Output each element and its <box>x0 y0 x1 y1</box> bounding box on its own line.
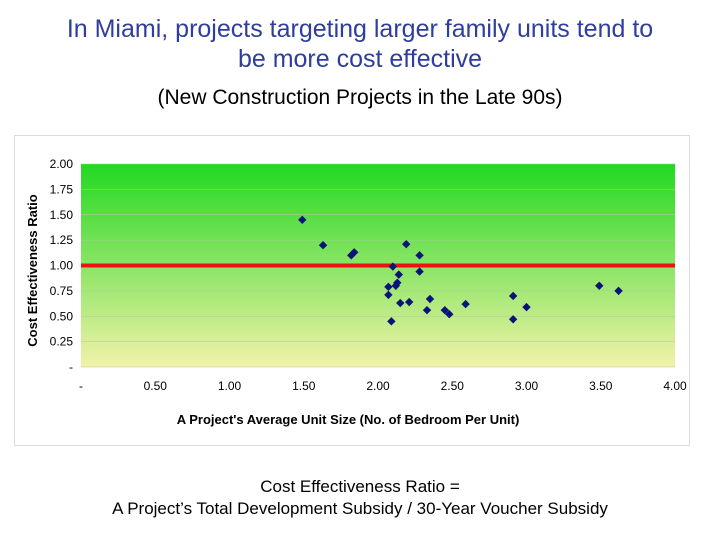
y-axis-ticks: - 0.25 0.50 0.75 1.00 1.25 1.50 1.75 2.00 <box>50 157 74 374</box>
y-tick-label: 1.00 <box>50 259 74 273</box>
y-tick-label: 2.00 <box>50 157 74 171</box>
y-tick-label: 1.50 <box>50 208 74 222</box>
x-tick-label: 0.50 <box>144 379 168 393</box>
y-axis-title: Cost Effectiveness Ratio <box>25 194 40 346</box>
y-tick-label: 1.25 <box>50 233 74 247</box>
data-point <box>508 291 518 301</box>
data-point <box>318 241 328 250</box>
scatter-chart: - 0.25 0.50 0.75 1.00 1.25 1.50 1.75 2.00 - 0.50 1… <box>25 157 687 427</box>
data-point <box>393 278 402 287</box>
slide-title: In Miami, projects targeting larger fami… <box>0 14 720 74</box>
x-tick-label: 2.00 <box>366 379 390 393</box>
x-axis-ticks: - 0.50 1.00 1.50 2.00 2.50 3.00 3.50 4.00 <box>79 379 687 393</box>
data-point <box>522 302 531 312</box>
x-tick-label: 4.00 <box>663 379 687 393</box>
data-point <box>404 297 414 307</box>
x-tick-label: 1.00 <box>218 379 242 393</box>
data-point <box>595 281 604 290</box>
slide-subtitle: (New Construction Projects in the Late 9… <box>157 86 563 109</box>
data-point <box>425 294 435 304</box>
chart-frame: - 0.25 0.50 0.75 1.00 1.25 1.50 1.75 2.00 - 0.50 1… <box>14 135 690 446</box>
data-point <box>508 315 518 324</box>
y-tick-label: - <box>69 360 73 374</box>
data-point <box>384 282 393 292</box>
y-tick-label: 1.75 <box>50 182 74 196</box>
formula-note: Cost Effectiveness Ratio = A Project’s T… <box>0 476 720 520</box>
slide-title-line-1: In Miami, projects targeting larger fami… <box>66 15 654 43</box>
x-tick-label: 3.00 <box>515 379 539 393</box>
data-point <box>415 251 424 260</box>
data-point <box>347 251 356 260</box>
data-point <box>461 299 470 309</box>
x-tick-label: 2.50 <box>441 379 465 393</box>
x-tick-label: 1.50 <box>292 379 316 393</box>
data-point <box>614 286 623 296</box>
data-point <box>394 270 403 279</box>
x-tick-label: 3.50 <box>589 379 613 393</box>
data-point <box>388 262 398 271</box>
data-point <box>402 239 411 249</box>
y-tick-label: 0.75 <box>50 284 74 298</box>
data-points <box>298 215 623 326</box>
formula-line-2: A Project’s Total Development Subsidy / … <box>112 499 608 518</box>
x-tick-label: - <box>79 379 83 393</box>
y-tick-label: 0.50 <box>50 309 74 323</box>
data-point <box>396 298 405 308</box>
formula-line-1: Cost Effectiveness Ratio = <box>260 477 460 496</box>
data-point <box>350 248 359 257</box>
gridlines <box>81 163 675 368</box>
x-axis-title: A Project's Average Unit Size (No. of Be… <box>177 412 520 427</box>
data-point <box>298 215 307 225</box>
slide-title-line-2: be more cost effective <box>237 45 483 73</box>
data-point <box>384 290 393 300</box>
y-tick-label: 0.25 <box>50 335 74 349</box>
data-point <box>387 317 396 326</box>
